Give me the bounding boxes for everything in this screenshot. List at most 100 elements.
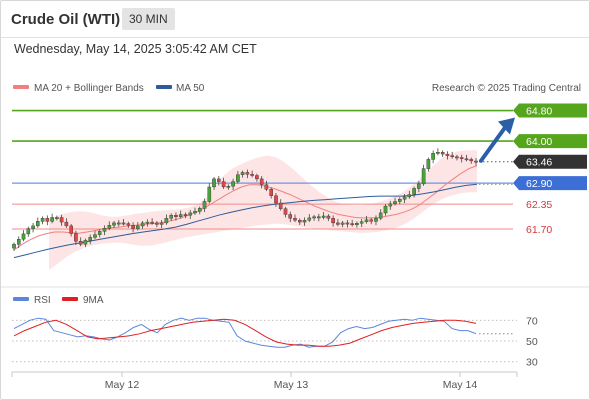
candle-body (88, 237, 92, 241)
moving-averages (13, 165, 478, 259)
candle-body (74, 233, 78, 242)
time-ticks: May 12 May 13 May 14 (105, 372, 477, 391)
rsi-tick-30: 30 (526, 357, 538, 369)
candle-body (407, 194, 412, 198)
bollinger-band (49, 150, 477, 271)
candle-body (193, 211, 197, 214)
rsi-tick-70: 70 (526, 315, 538, 327)
candle-body (112, 222, 116, 226)
candle-body (321, 215, 326, 218)
candle-body (283, 208, 288, 215)
candle-body (155, 222, 159, 225)
candle-body (21, 233, 26, 240)
bollinger-fill (49, 150, 477, 271)
candle-body (459, 157, 464, 159)
candle-body (350, 223, 355, 226)
rsi-pane: 70 50 30 (12, 315, 538, 369)
candle-body (83, 240, 88, 245)
interval-button[interactable]: 30 MIN (122, 8, 175, 30)
candle-body (188, 212, 193, 216)
candle-body (140, 222, 145, 227)
candle-body (135, 225, 140, 229)
candle-body (336, 222, 340, 225)
candle-body (340, 222, 345, 225)
candle-body (264, 184, 269, 190)
candle-body (121, 222, 126, 225)
candle-body (388, 203, 393, 207)
candle-body (293, 218, 297, 221)
candle-body (207, 186, 212, 202)
candle-body (445, 153, 450, 156)
level-tag-64.80 (513, 103, 587, 118)
candle-body (197, 208, 202, 212)
candle-body (231, 181, 235, 187)
level-label-62.90: 62.90 (526, 178, 552, 190)
candle-body (331, 218, 335, 224)
candle-body (12, 244, 16, 249)
candle-body (355, 222, 359, 225)
rsi-legend-swatch (13, 297, 29, 301)
rsi-ma-line (13, 318, 477, 347)
rsi-ma-legend-swatch (62, 297, 78, 301)
ma20-line (13, 165, 478, 251)
candle-body (378, 212, 383, 219)
candle-body (102, 227, 107, 232)
candle-body (183, 214, 188, 216)
instrument-title: Crude Oil (WTI) (11, 11, 121, 28)
level-tag-63.46 (513, 154, 587, 169)
candle-body (245, 172, 250, 175)
candle-body (164, 218, 169, 224)
level-tag-64.00 (513, 134, 587, 149)
level-labels: 64.80 64.00 63.46 62.90 62.35 61.70 (513, 103, 587, 236)
candle-body (317, 216, 321, 219)
ma50-legend-label: MA 50 (176, 83, 205, 94)
candle-body (202, 201, 207, 209)
candle-body (417, 183, 421, 189)
candle-body (412, 188, 416, 195)
rsi-legend-label: RSI (34, 295, 51, 306)
candle-body (150, 221, 154, 224)
candle-body (169, 214, 174, 219)
forecast-arrow (479, 117, 515, 163)
forecast-arrow-head (498, 117, 515, 135)
level-label-62.35: 62.35 (526, 199, 552, 211)
candle-body (436, 151, 440, 154)
candle-body (59, 217, 64, 223)
time-tick-label: May 13 (274, 379, 309, 391)
candle-body (240, 172, 245, 175)
candle-body (269, 188, 274, 196)
level-tag-62.90 (513, 176, 587, 191)
candle-body (212, 178, 216, 188)
ma50-legend-swatch (156, 85, 172, 89)
candle-body (26, 228, 31, 235)
level-label-63.46: 63.46 (526, 157, 552, 169)
candles (12, 148, 478, 251)
credit-text: Research © 2025 Trading Central (432, 83, 581, 94)
candle-body (107, 224, 112, 229)
candle-body (64, 221, 69, 227)
price-legend: MA 20 + Bollinger Bands MA 50 (13, 83, 205, 94)
candle-body (236, 174, 240, 182)
candle-body (359, 221, 364, 224)
candle-body (426, 159, 431, 169)
candle-body (255, 175, 259, 180)
candle-body (431, 153, 435, 160)
candle-body (302, 219, 307, 223)
candle-body (455, 156, 459, 159)
candle-body (131, 224, 135, 229)
candle-body (159, 222, 164, 225)
candle-body (274, 195, 278, 204)
candle-body (55, 217, 59, 219)
candle-body (402, 196, 407, 200)
candle-body (145, 221, 150, 224)
candle-body (326, 215, 331, 219)
forecast-arrow-shaft (479, 125, 507, 163)
candle-body (288, 214, 293, 219)
ma20-legend-label: MA 20 + Bollinger Bands (34, 83, 144, 94)
candle-body (369, 219, 374, 222)
candle-body (398, 198, 402, 202)
candle-body (345, 222, 350, 225)
candle-body (307, 217, 312, 221)
candle-body (450, 155, 455, 158)
